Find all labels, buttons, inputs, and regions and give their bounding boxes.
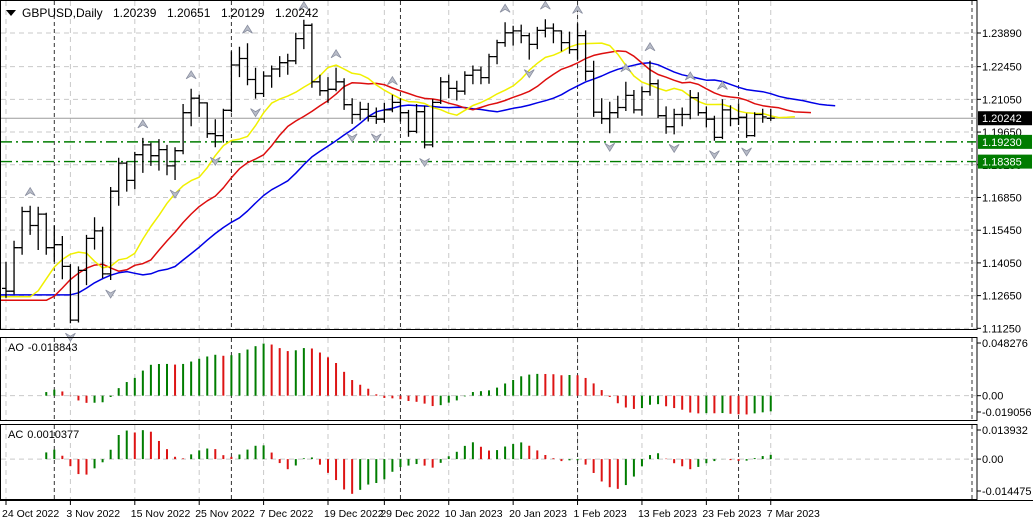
ohlc-open-value: 1.20239 (113, 6, 157, 20)
indicator-scale-min: -0.019056 (982, 407, 1032, 419)
price-axis[interactable]: 0.048276 0.00 -0.019056 0.013932 0.00 -0.0144… (977, 28, 1032, 498)
current-price-badge: 1.20242 (982, 113, 1022, 125)
ao-histogram (45, 343, 772, 415)
date-axis-label: 29 Dec 2022 (380, 508, 440, 520)
fractal-down-icon (523, 69, 535, 79)
fractal-down-icon (250, 108, 261, 118)
fractal-up-icon (185, 70, 197, 80)
date-axis-label: 25 Nov 2022 (195, 508, 255, 520)
ac-indicator-label: AC 0.0010377 (8, 429, 79, 441)
fractal-up-icon (717, 80, 728, 90)
date-axis-label: 19 Dec 2022 (324, 508, 384, 520)
support-level-lines[interactable] (1, 141, 976, 163)
fractal-up-icon (242, 24, 253, 34)
price-axis-label: 1.22450 (982, 62, 1022, 74)
ohlc-bars (2, 19, 775, 324)
panel-border (0, 337, 978, 421)
fractal-up-icon (572, 4, 583, 14)
date-axis-label: 24 Oct 2022 (2, 508, 59, 520)
date-axis-label: 7 Dec 2022 (260, 508, 314, 520)
fractal-down-icon (741, 147, 752, 157)
date-axis-label: 3 Nov 2022 (66, 508, 120, 520)
alligator-teeth-line (1, 50, 812, 302)
ac-histogram (45, 430, 772, 494)
fractal-down-icon (419, 158, 430, 168)
date-axis-label: 1 Feb 2023 (574, 508, 627, 520)
level-price-badge: 1.18385 (982, 157, 1022, 169)
fractal-down-icon (604, 142, 616, 152)
fractal-up-icon (684, 71, 696, 81)
fractal-down-icon (169, 189, 181, 199)
price-axis-label: 1.15450 (982, 225, 1022, 237)
fractal-up-icon (298, 0, 310, 11)
fractal-up-icon (540, 0, 551, 10)
price-axis-label: 1.12650 (982, 291, 1022, 303)
fractal-down-icon (346, 133, 358, 143)
fractal-down-icon (709, 150, 720, 160)
level-price-badge: 1.19230 (982, 137, 1022, 149)
current-price-badge-bg (978, 111, 1032, 126)
fractal-up-icon (644, 42, 656, 52)
date-axis-label: 15 Nov 2022 (131, 508, 191, 520)
fractal-down-icon (668, 144, 680, 154)
level-price-badge-bg (978, 154, 1032, 169)
price-axis-label: 1.14050 (982, 258, 1022, 270)
fractal-up-icon (620, 63, 632, 73)
alligator-lines (1, 42, 836, 302)
date-axis-label: 13 Feb 2023 (638, 508, 697, 520)
fractal-up-icon (24, 186, 36, 196)
fractal-up-icon (330, 49, 342, 59)
date-axis-label: 20 Jan 2023 (509, 508, 567, 520)
date-axis-label: 10 Jan 2023 (445, 508, 503, 520)
fractal-up-icon (137, 119, 149, 129)
time-axis[interactable]: 24 Oct 2022 3 Nov 2022 15 Nov 2022 25 Nov 2… (0, 500, 1033, 521)
ohlc-high-value: 1.20651 (167, 6, 211, 20)
price-axis-label: 1.21050 (982, 94, 1022, 106)
fractal-down-icon (105, 289, 116, 299)
indicator-scale-max: 0.048276 (982, 338, 1028, 350)
alligator-lips-line (1, 42, 795, 298)
price-bars[interactable] (2, 19, 775, 324)
date-axis-label: 23 Feb 2023 (702, 508, 761, 520)
indicator-scale-max: 0.013932 (982, 425, 1028, 437)
indicator-scale-min: -0.014475 (982, 486, 1032, 498)
price-axis-label: 1.11250 (982, 323, 1021, 335)
indicator-scale-zero: 0.00 (982, 391, 1003, 403)
symbol-menu-icon[interactable] (6, 10, 16, 16)
fractal-down-icon (370, 133, 382, 143)
indicator-scale-zero: 0.00 (982, 454, 1003, 466)
price-axis-label: 1.16850 (982, 192, 1022, 204)
ohlc-low-value: 1.20129 (221, 6, 265, 20)
symbol-period-title: GBPUSD,Daily (22, 6, 103, 20)
fractal-up-icon (499, 3, 511, 13)
price-axis-label: 1.23890 (982, 28, 1022, 40)
panel-border (0, 424, 978, 500)
fractal-arrows (24, 0, 752, 342)
fractal-down-icon (209, 156, 221, 166)
level-price-badge-bg (978, 134, 1032, 149)
ao-indicator-label: AO -0.013843 (8, 342, 77, 354)
date-axis-label: 7 Mar 2023 (767, 508, 820, 520)
ohlc-close-value: 1.20242 (275, 6, 319, 20)
alligator-jaw-line (1, 62, 836, 296)
fractal-up-icon (387, 75, 398, 86)
